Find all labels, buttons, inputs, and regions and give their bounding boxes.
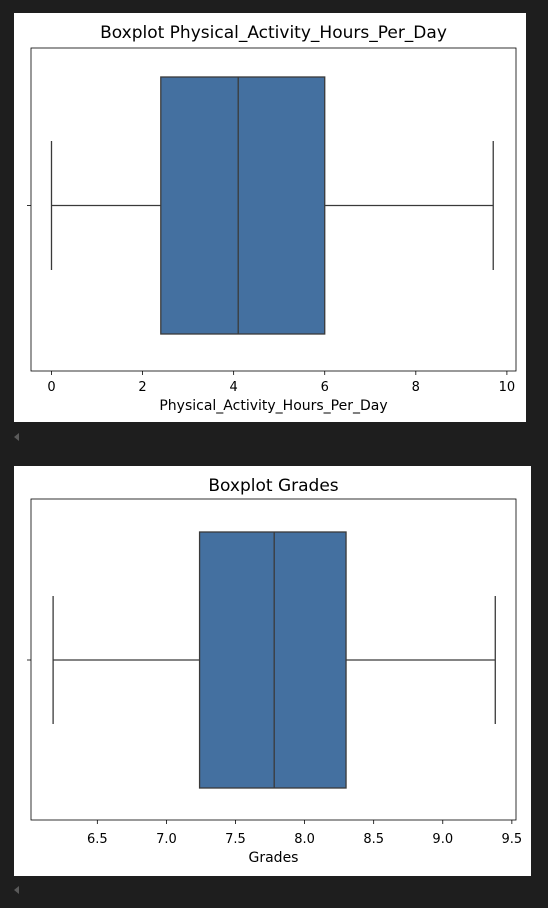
- x-axis-label: Grades: [249, 850, 299, 866]
- x-tick-label: 4: [230, 380, 238, 395]
- chart-title: Boxplot Grades: [208, 476, 338, 496]
- x-tick-label: 10: [499, 380, 516, 395]
- x-tick-label: 7.0: [156, 832, 177, 847]
- x-tick-label: 0: [47, 380, 55, 395]
- chart-panel-grades: Boxplot Grades 6.5 7.0 7.5 8.0 8.5 9.0 9.5 Grade…: [14, 466, 531, 876]
- iqr-box: [198, 531, 347, 789]
- horizontal-scrollbar-2[interactable]: [0, 880, 548, 902]
- x-tick-label: 8.0: [294, 832, 315, 847]
- x-tick-label: 9.5: [502, 832, 523, 847]
- axes-frame: [30, 47, 517, 372]
- boxplot-activity-svg: Boxplot Physical_Activity_Hours_Per_Day 0…: [27, 23, 517, 414]
- axes-frame: [30, 498, 517, 821]
- x-tick-label: 7.5: [225, 832, 246, 847]
- scroll-left-icon[interactable]: [14, 886, 19, 894]
- x-tick-label: 9.0: [432, 832, 453, 847]
- x-tick-label: 8.5: [363, 832, 384, 847]
- chart-title: Boxplot Physical_Activity_Hours_Per_Day: [100, 23, 447, 43]
- x-tick-label: 6.5: [87, 832, 108, 847]
- x-tick-label: 8: [412, 380, 420, 395]
- scroll-left-icon[interactable]: [14, 433, 19, 441]
- x-axis-label: Physical_Activity_Hours_Per_Day: [159, 398, 387, 414]
- chart-panel-activity: Boxplot Physical_Activity_Hours_Per_Day 0…: [14, 13, 526, 422]
- x-tick-label: 6: [321, 380, 329, 395]
- horizontal-scrollbar-1[interactable]: [0, 427, 548, 449]
- x-tick-label: 2: [138, 380, 146, 395]
- iqr-box: [160, 76, 326, 335]
- boxplot-grades-svg: Boxplot Grades 6.5 7.0 7.5 8.0 8.5 9.0 9.5 Grade…: [27, 476, 523, 866]
